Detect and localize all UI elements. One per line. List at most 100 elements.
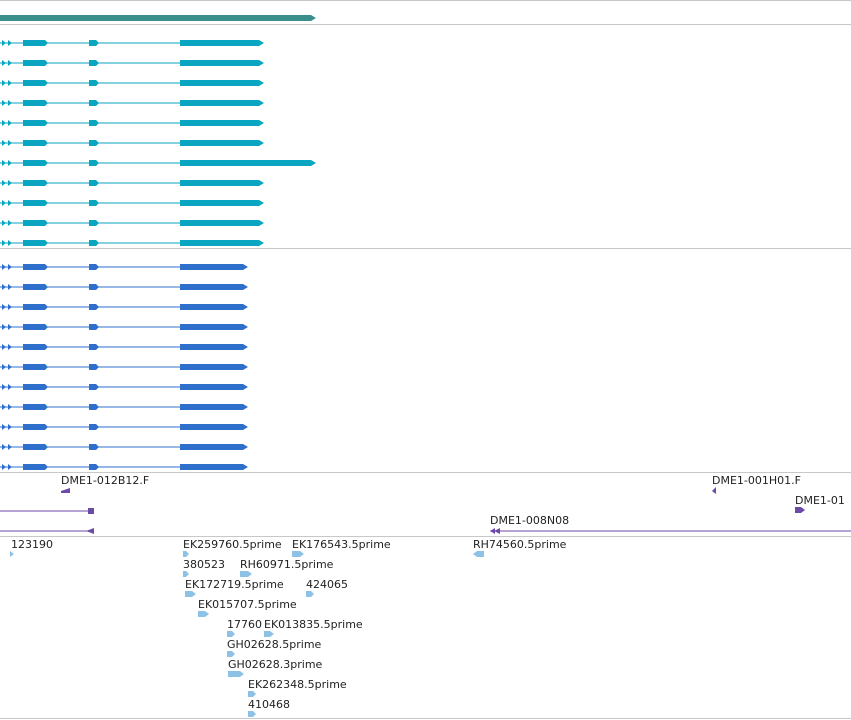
exon[interactable] <box>180 140 264 146</box>
est-feature[interactable] <box>10 551 14 557</box>
exon[interactable] <box>89 424 99 430</box>
exon[interactable] <box>23 40 48 46</box>
exon[interactable] <box>89 120 99 126</box>
exon[interactable] <box>180 200 264 206</box>
exon[interactable] <box>89 384 99 390</box>
est-feature[interactable] <box>473 551 484 557</box>
transcript-row[interactable] <box>0 120 264 126</box>
exon[interactable] <box>89 364 99 370</box>
exon[interactable] <box>89 444 99 450</box>
exon[interactable] <box>23 120 48 126</box>
est-feature[interactable] <box>183 551 189 557</box>
transcript-row[interactable] <box>0 80 264 86</box>
transcript-row[interactable] <box>0 464 248 470</box>
est-feature[interactable] <box>240 571 252 577</box>
exon[interactable] <box>89 304 99 310</box>
transcript-row[interactable] <box>0 60 264 66</box>
transcript-row[interactable] <box>0 344 248 350</box>
exon[interactable] <box>89 284 99 290</box>
exon[interactable] <box>89 60 99 66</box>
exon[interactable] <box>89 140 99 146</box>
transcript-row[interactable] <box>0 304 248 310</box>
exon[interactable] <box>89 100 99 106</box>
exon[interactable] <box>23 404 48 410</box>
exon[interactable] <box>23 180 48 186</box>
exon[interactable] <box>23 444 48 450</box>
exon[interactable] <box>23 100 48 106</box>
est-feature[interactable] <box>198 611 209 617</box>
exon[interactable] <box>180 424 248 430</box>
exon[interactable] <box>23 240 48 246</box>
clone-feature[interactable] <box>494 528 500 534</box>
est-feature[interactable] <box>183 571 189 577</box>
exon[interactable] <box>89 80 99 86</box>
exon[interactable] <box>23 344 48 350</box>
exon[interactable] <box>89 180 99 186</box>
est-feature[interactable] <box>185 591 196 597</box>
exon[interactable] <box>89 404 99 410</box>
transcript-row[interactable] <box>0 384 248 390</box>
exon[interactable] <box>180 384 248 390</box>
exon[interactable] <box>23 324 48 330</box>
est-feature[interactable] <box>227 651 235 657</box>
exon[interactable] <box>23 200 48 206</box>
transcript-row[interactable] <box>0 404 248 410</box>
exon[interactable] <box>89 324 99 330</box>
exon[interactable] <box>23 220 48 226</box>
exon[interactable] <box>180 100 264 106</box>
exon[interactable] <box>180 464 248 470</box>
clone-feature[interactable] <box>490 528 495 534</box>
exon[interactable] <box>180 364 248 370</box>
exon[interactable] <box>180 324 248 330</box>
est-feature[interactable] <box>248 691 256 697</box>
est-feature[interactable] <box>227 631 235 637</box>
exon[interactable] <box>89 200 99 206</box>
transcript-row[interactable] <box>0 284 248 290</box>
exon[interactable] <box>23 160 48 166</box>
clone-feature[interactable] <box>712 487 716 494</box>
est-feature[interactable] <box>306 591 314 597</box>
transcript-row[interactable] <box>0 444 248 450</box>
transcript-row[interactable] <box>0 200 264 206</box>
exon[interactable] <box>89 240 99 246</box>
exon[interactable] <box>180 160 316 166</box>
exon[interactable] <box>89 220 99 226</box>
exon[interactable] <box>23 80 48 86</box>
transcript-row[interactable] <box>0 100 264 106</box>
exon[interactable] <box>180 404 248 410</box>
clone-feature[interactable] <box>88 508 94 514</box>
exon[interactable] <box>89 464 99 470</box>
exon[interactable] <box>89 40 99 46</box>
transcript-row[interactable] <box>0 160 316 166</box>
exon[interactable] <box>180 60 264 66</box>
exon[interactable] <box>23 140 48 146</box>
transcript-row[interactable] <box>0 140 264 146</box>
exon[interactable] <box>180 264 248 270</box>
est-feature[interactable] <box>264 631 274 637</box>
exon[interactable] <box>23 364 48 370</box>
est-feature[interactable] <box>228 671 244 677</box>
exon[interactable] <box>89 344 99 350</box>
exon[interactable] <box>23 424 48 430</box>
exon[interactable] <box>89 160 99 166</box>
transcript-row[interactable] <box>0 424 248 430</box>
transcript-row[interactable] <box>0 40 264 46</box>
exon[interactable] <box>23 60 48 66</box>
transcript-row[interactable] <box>0 364 248 370</box>
clone-feature[interactable] <box>61 488 70 493</box>
transcript-row[interactable] <box>0 220 264 226</box>
clone-feature[interactable] <box>795 507 805 513</box>
transcript-row[interactable] <box>0 180 264 186</box>
exon[interactable] <box>180 284 248 290</box>
exon[interactable] <box>89 264 99 270</box>
exon[interactable] <box>180 304 248 310</box>
transcript-row[interactable] <box>0 264 248 270</box>
exon[interactable] <box>23 284 48 290</box>
exon[interactable] <box>180 80 264 86</box>
exon[interactable] <box>180 220 264 226</box>
exon[interactable] <box>180 180 264 186</box>
exon[interactable] <box>180 240 264 246</box>
exon[interactable] <box>180 120 264 126</box>
top-feature[interactable] <box>0 15 316 21</box>
transcript-row[interactable] <box>0 324 248 330</box>
